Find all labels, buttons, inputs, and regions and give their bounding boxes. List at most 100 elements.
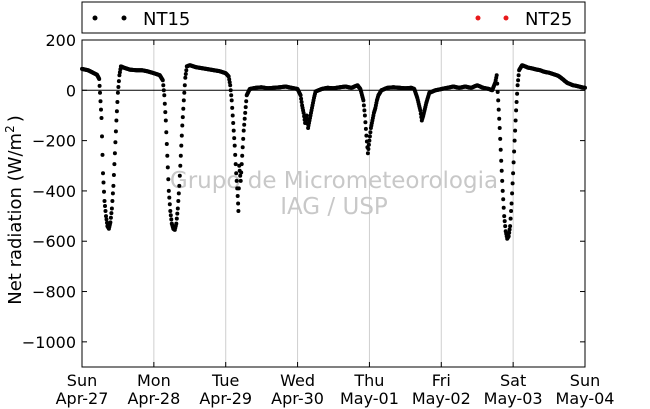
data-point-nt15 bbox=[180, 123, 185, 128]
data-point-nt15 bbox=[231, 128, 236, 133]
data-point-nt15 bbox=[508, 224, 513, 229]
data-point-nt15 bbox=[175, 211, 180, 216]
x-tick-label-date: May-03 bbox=[484, 389, 543, 408]
data-point-nt15 bbox=[178, 153, 183, 158]
data-point-nt15 bbox=[161, 83, 166, 88]
legend: NT15 NT25 bbox=[81, 1, 586, 34]
data-point-nt15 bbox=[179, 143, 184, 148]
data-point-nt15 bbox=[108, 215, 113, 220]
data-point-nt15 bbox=[500, 178, 505, 183]
data-point-nt15 bbox=[500, 188, 505, 193]
data-point-nt15 bbox=[304, 113, 309, 118]
data-point-nt15 bbox=[363, 120, 368, 125]
data-point-nt15 bbox=[167, 195, 172, 200]
data-point-nt15 bbox=[168, 209, 173, 213]
legend-label-nt15: NT15 bbox=[143, 9, 190, 30]
data-point-nt15 bbox=[177, 183, 182, 188]
data-point-nt15 bbox=[103, 209, 108, 213]
data-point-nt15 bbox=[512, 138, 517, 143]
x-axis: SunApr-27MonApr-28TueApr-29WedApr-30ThuM… bbox=[56, 40, 614, 408]
data-point-nt15 bbox=[301, 110, 306, 115]
x-tick-label-date: May-02 bbox=[412, 389, 471, 408]
data-point-nt15 bbox=[515, 83, 520, 88]
data-point-nt15 bbox=[243, 105, 248, 110]
data-point-nt15 bbox=[177, 173, 182, 178]
data-point-nt15 bbox=[236, 209, 241, 213]
y-axis-title: Net radiation (W/m2) bbox=[3, 115, 26, 305]
data-point-nt15 bbox=[240, 153, 245, 158]
data-point-nt15 bbox=[497, 126, 502, 130]
watermark-line-2: IAG / USP bbox=[280, 194, 388, 220]
data-points bbox=[80, 63, 587, 241]
data-point-nt15 bbox=[231, 121, 236, 125]
data-point-nt15 bbox=[365, 151, 370, 156]
data-point-nt15 bbox=[418, 108, 423, 113]
data-point-nt15 bbox=[514, 100, 519, 104]
data-point-nt15 bbox=[509, 209, 514, 213]
data-point-nt15 bbox=[182, 90, 187, 95]
legend-marker-nt15-b bbox=[121, 15, 127, 21]
x-tick-label-day: Thu bbox=[353, 371, 384, 390]
data-point-nt15 bbox=[116, 85, 121, 89]
data-point-nt15 bbox=[499, 168, 504, 173]
data-point-nt15 bbox=[230, 105, 235, 110]
legend-marker-nt15-a bbox=[92, 15, 98, 21]
data-point-nt15 bbox=[516, 73, 521, 78]
data-point-nt15 bbox=[299, 100, 304, 104]
data-point-nt15 bbox=[236, 186, 241, 191]
data-point-nt15 bbox=[362, 108, 367, 113]
data-point-nt15 bbox=[114, 109, 119, 114]
data-point-nt15 bbox=[166, 177, 171, 182]
data-point-nt15 bbox=[236, 201, 241, 206]
x-tick-label-day: Sun bbox=[67, 371, 97, 390]
data-point-nt15 bbox=[238, 178, 243, 183]
data-point-nt15 bbox=[163, 110, 168, 115]
y-tick-label: −200 bbox=[32, 132, 76, 151]
data-point-nt15 bbox=[163, 118, 168, 123]
data-point-nt15 bbox=[100, 134, 104, 139]
data-point-nt15 bbox=[511, 160, 516, 165]
data-point-nt15 bbox=[160, 78, 165, 83]
data-point-nt15 bbox=[108, 220, 113, 225]
data-point-nt15 bbox=[238, 173, 243, 178]
data-point-nt15 bbox=[99, 107, 103, 112]
data-point-nt15 bbox=[228, 83, 233, 88]
data-point-nt15 bbox=[165, 153, 170, 158]
data-point-nt15 bbox=[99, 116, 104, 120]
data-point-nt15 bbox=[235, 194, 240, 198]
data-point-nt15 bbox=[232, 136, 237, 141]
y-tick-label: −400 bbox=[32, 182, 76, 201]
data-point-nt15 bbox=[110, 199, 115, 203]
y-tick-label: −800 bbox=[32, 283, 76, 302]
data-point-nt15 bbox=[361, 103, 366, 108]
data-point-nt15 bbox=[105, 220, 109, 225]
data-point-nt15 bbox=[506, 234, 511, 239]
x-tick-label-day: Tue bbox=[211, 371, 239, 390]
data-point-nt15 bbox=[98, 99, 103, 104]
data-point-nt15 bbox=[184, 68, 189, 73]
plot-frame bbox=[81, 39, 586, 368]
data-point-nt15 bbox=[110, 191, 115, 196]
data-point-nt15 bbox=[240, 145, 245, 150]
data-point-nt15 bbox=[182, 83, 187, 88]
data-point-nt15 bbox=[169, 217, 174, 222]
watermark: Grupo de Micrometeorologia IAG / USP bbox=[170, 168, 498, 220]
data-point-nt15 bbox=[230, 113, 235, 118]
data-point-nt15 bbox=[176, 191, 181, 196]
data-point-nt15 bbox=[299, 96, 304, 101]
data-point-nt15 bbox=[180, 115, 185, 120]
data-point-nt15 bbox=[174, 216, 179, 221]
data-point-nt15 bbox=[117, 70, 122, 75]
x-tick-label-date: Apr-28 bbox=[127, 389, 180, 408]
data-point-nt15 bbox=[511, 171, 516, 176]
data-point-nt15 bbox=[498, 147, 503, 152]
data-point-nt15 bbox=[502, 214, 507, 219]
x-tick-label-date: May-01 bbox=[340, 389, 399, 408]
data-point-nt15 bbox=[97, 83, 102, 88]
data-point-nt15 bbox=[114, 118, 119, 123]
data-point-nt15 bbox=[298, 93, 303, 98]
data-point-nt15 bbox=[495, 90, 500, 94]
data-point-nt15 bbox=[244, 99, 249, 104]
data-point-nt15 bbox=[229, 98, 234, 103]
data-point-nt15 bbox=[509, 201, 514, 206]
